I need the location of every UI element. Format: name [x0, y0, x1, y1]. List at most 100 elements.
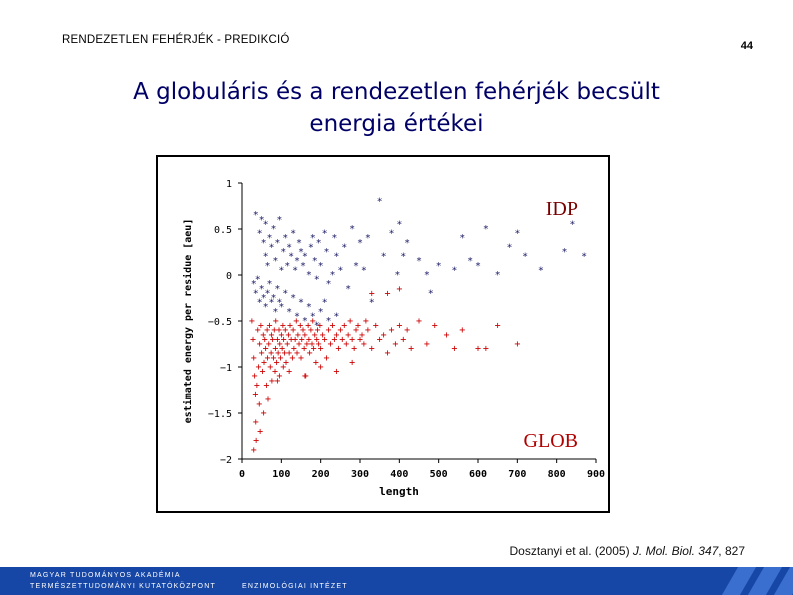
x-tick-label: 600 — [469, 469, 487, 480]
x-tick-label: 900 — [587, 469, 605, 480]
idp-point: * — [268, 298, 274, 309]
glob-point: + — [266, 339, 272, 350]
glob-point: + — [272, 367, 278, 378]
chart-labels: length estimated energy per residue [aeu]… — [182, 198, 578, 498]
footer-institute: ENZIMOLÓGIAI INTÉZET — [242, 583, 348, 590]
idp-point: * — [270, 293, 276, 304]
glob-point: + — [278, 330, 284, 341]
glob-point: + — [295, 330, 301, 341]
glob-point: + — [259, 348, 265, 359]
idp-point: * — [365, 233, 371, 244]
glob-point: + — [424, 339, 430, 350]
glob-point: + — [272, 344, 278, 355]
glob-point: + — [381, 330, 387, 341]
idp-point: * — [316, 238, 322, 249]
glob-point: + — [252, 371, 258, 382]
idp-point: * — [353, 261, 359, 272]
glob-point: + — [276, 325, 282, 336]
idp-point: * — [361, 265, 367, 276]
glob-point: + — [268, 330, 274, 341]
idp-point: * — [322, 298, 328, 309]
glob-point: + — [329, 321, 335, 332]
idp-point: * — [251, 279, 257, 290]
idp-point: * — [263, 252, 269, 263]
idp-point: * — [274, 238, 280, 249]
glob-point: + — [265, 394, 271, 405]
idp-point: * — [538, 265, 544, 276]
glob-point: + — [259, 367, 265, 378]
idp-point: * — [274, 284, 280, 295]
glob-point: + — [312, 330, 318, 341]
idp-point: * — [270, 224, 276, 235]
glob-point: + — [284, 339, 290, 350]
idp-point: * — [424, 270, 430, 281]
idp-point: * — [400, 252, 406, 263]
glob-point: + — [296, 339, 302, 350]
glob-point: + — [369, 344, 375, 355]
glob-point: + — [444, 330, 450, 341]
x-tick-label: 700 — [508, 469, 526, 480]
glob-point: + — [341, 321, 347, 332]
glob-point: + — [347, 316, 353, 327]
glob-point: + — [280, 362, 286, 373]
idp-point: * — [265, 261, 271, 272]
glob-point: + — [261, 357, 267, 368]
glob-point: + — [495, 321, 501, 332]
glob-point: + — [280, 321, 286, 332]
slide-title: A globuláris és a rendezetlen fehérjék b… — [0, 76, 793, 140]
glob-point: + — [359, 330, 365, 341]
glob-point: + — [270, 353, 276, 364]
glob-point: + — [251, 353, 257, 364]
glob-point: + — [313, 357, 319, 368]
idp-point: * — [467, 256, 473, 267]
glob-point: + — [316, 339, 322, 350]
glob-point: + — [287, 321, 293, 332]
glob-point: + — [256, 399, 262, 410]
glob-point: + — [373, 321, 379, 332]
glob-point: + — [278, 353, 284, 364]
glob-point: + — [349, 357, 355, 368]
idp-point: * — [318, 307, 324, 318]
idp-point: * — [451, 265, 457, 276]
annotation-glob: GLOB — [524, 430, 578, 452]
idp-point: * — [261, 238, 267, 249]
citation-pages: , 827 — [718, 544, 745, 558]
idp-point: * — [276, 298, 282, 309]
glob-point: + — [335, 344, 341, 355]
glob-point: + — [263, 344, 269, 355]
glob-point: + — [404, 325, 410, 336]
glob-point: + — [281, 348, 287, 359]
footer-org-line1: MAGYAR TUDOMÁNYOS AKADÉMIA — [30, 572, 181, 579]
idp-point: * — [388, 229, 394, 240]
idp-point: * — [310, 311, 316, 322]
glob-point: + — [273, 316, 279, 327]
idp-point: * — [514, 229, 520, 240]
x-tick-label: 100 — [272, 469, 290, 480]
glob-point: + — [322, 334, 328, 345]
glob-point: + — [333, 330, 339, 341]
glob-point: + — [282, 325, 288, 336]
glob-point: + — [369, 288, 375, 299]
glob-point: + — [291, 344, 297, 355]
y-tick-label: −0.5 — [208, 317, 232, 328]
x-tick-label: 500 — [430, 469, 448, 480]
idp-point: * — [428, 288, 434, 299]
glob-point: + — [339, 334, 345, 345]
glob-point: + — [264, 325, 270, 336]
glob-point: + — [293, 316, 299, 327]
idp-point: * — [253, 210, 259, 221]
glob-point: + — [260, 330, 266, 341]
glob-point: + — [275, 348, 281, 359]
y-tick-label: −1.5 — [208, 409, 232, 420]
glob-point: + — [297, 321, 303, 332]
idp-point: * — [483, 224, 489, 235]
glob-point: + — [307, 348, 313, 359]
glob-point: + — [257, 339, 263, 350]
idp-point: * — [282, 288, 288, 299]
y-tick-label: 0 — [226, 271, 232, 282]
glob-point: + — [349, 334, 355, 345]
glob-point: + — [400, 334, 406, 345]
idp-point: * — [349, 224, 355, 235]
scatter-chart-svg: 1 0.5 0 −0.5 −1 −1.5 −2 0 100 200 300 400 500 600 700 8… — [182, 179, 605, 498]
idp-point: * — [290, 293, 296, 304]
